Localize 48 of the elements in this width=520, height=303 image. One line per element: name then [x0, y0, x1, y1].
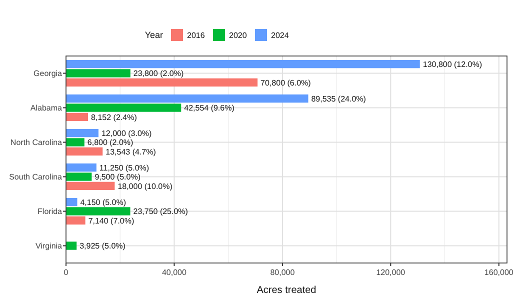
bar [66, 207, 130, 216]
bar [66, 242, 77, 250]
bar [66, 94, 308, 103]
data-label: 12,000 (3.0%) [101, 128, 152, 138]
y-tick-label: Florida [38, 207, 63, 216]
data-label: 23,800 (2.0%) [133, 69, 184, 78]
data-label: 70,800 (6.0%) [260, 78, 312, 88]
legend-label: 2020 [229, 30, 248, 40]
bar [66, 182, 115, 190]
x-tick-label: 80,000 [270, 268, 296, 277]
y-tick-label: North Carolina [10, 138, 63, 148]
data-label: 7,140 (7.0%) [88, 216, 134, 226]
bar [66, 60, 420, 68]
data-label: 42,554 (9.6%) [184, 104, 235, 113]
bar [66, 172, 92, 181]
bar [66, 163, 96, 172]
data-label: 130,800 (12.0%) [422, 60, 482, 69]
data-label: 4,150 (5.0%) [80, 198, 126, 207]
data-label: 13,543 (4.7%) [106, 147, 156, 156]
bar [66, 147, 103, 156]
x-tick-label: 160,000 [484, 268, 514, 277]
data-label: 89,535 (24.0%) [311, 94, 366, 104]
bar [66, 112, 88, 122]
bar [66, 104, 182, 112]
legend-title: Year [144, 30, 163, 40]
data-label: 18,000 (10.0%) [118, 182, 173, 191]
legend-label: 2016 [187, 30, 206, 40]
data-label: 9,500 (5.0%) [94, 172, 141, 182]
x-axis-title: Acres treated [256, 285, 316, 296]
bar [66, 128, 98, 138]
bar [66, 198, 78, 206]
data-label: 23,750 (25.0%) [133, 207, 188, 216]
bar [66, 78, 258, 87]
y-tick-label: Virginia [35, 242, 63, 251]
y-tick-label: Georgia [34, 69, 63, 78]
data-label: 6,800 (2.0%) [87, 138, 134, 148]
x-tick-label: 40,000 [162, 268, 188, 277]
y-tick-label: Alabama [30, 104, 63, 113]
data-label: 8,152 (2.4%) [91, 112, 138, 122]
bar [66, 216, 86, 225]
data-label: 3,925 (5.0%) [80, 242, 126, 251]
x-tick-label: 120,000 [376, 268, 406, 277]
legend-label: 2024 [271, 30, 290, 40]
bar [66, 138, 84, 146]
x-tick-label: 0 [64, 268, 69, 277]
y-tick-label: South Carolina [9, 172, 63, 182]
bar [66, 69, 130, 78]
data-label: 11,250 (5.0%) [99, 163, 150, 172]
